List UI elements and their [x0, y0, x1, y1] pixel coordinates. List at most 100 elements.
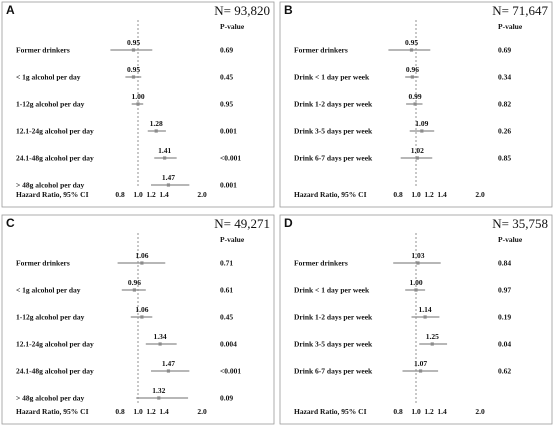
hr-value-label: 1.02: [411, 146, 424, 155]
x-tick-label: 1.2: [146, 407, 156, 416]
hr-value-label: 1.41: [158, 146, 171, 155]
hr-value-label: 1.34: [154, 332, 167, 341]
pvalue-value: 0.04: [498, 340, 511, 349]
forest-row: Former drinkers 1.03 0.84: [294, 251, 511, 268]
forest-panel-b: B N= 71,647 P-value Former drinkers 0.95 0.69…: [279, 1, 553, 208]
forest-row: Drink 3-5 days per week 1.25 0.04: [294, 332, 511, 349]
hr-marker: [131, 48, 136, 52]
pvalue-value: 0.34: [498, 73, 511, 82]
pvalue-header: P-value: [220, 22, 245, 31]
pvalue-value: 0.97: [498, 286, 511, 295]
hr-marker: [157, 396, 161, 400]
hr-value-label: 1.06: [135, 305, 148, 314]
forest-panel-d: D N= 35,758 P-value Former drinkers 1.03 0.84…: [279, 214, 553, 425]
x-tick-label: 0.8: [115, 190, 125, 199]
x-tick-label: 1.4: [159, 190, 169, 199]
pvalue-value: 0.19: [498, 313, 511, 322]
row-label: Former drinkers: [16, 46, 70, 55]
row-label: < 1g alcohol per day: [16, 286, 81, 295]
x-tick-label: 1.0: [133, 190, 143, 199]
row-label: 1-12g alcohol per day: [16, 100, 85, 109]
pvalue-value: 0.95: [220, 100, 233, 109]
row-label: > 48g alcohol per day: [16, 394, 85, 403]
hr-value-label: 0.96: [406, 65, 419, 74]
row-label: 24.1-48g alcohol per day: [16, 154, 94, 163]
forest-row: Drink 6-7 days per week 1.07 0.62: [294, 359, 511, 376]
row-label: 24.1-48g alcohol per day: [16, 367, 94, 376]
row-label: > 48g alcohol per day: [16, 181, 85, 190]
forest-row: 24.1-48g alcohol per day 1.47 <0.001: [16, 359, 241, 376]
hr-marker: [418, 369, 423, 373]
axis-title: Hazard Ratio, 95% CI: [16, 190, 89, 199]
hr-value-label: 1.07: [414, 359, 427, 368]
forest-row: > 48g alcohol per day 1.47 0.001: [16, 173, 237, 190]
pvalue-value: 0.85: [498, 154, 511, 163]
x-tick-label: 1.0: [133, 407, 143, 416]
forest-row: Former drinkers 0.95 0.69: [16, 38, 233, 55]
pvalue-value: 0.09: [220, 394, 233, 403]
row-label: 12.1-24g alcohol per day: [16, 340, 94, 349]
row-label: 1-12g alcohol per day: [16, 313, 85, 322]
pvalue-value: 0.001: [220, 127, 237, 136]
forest-row: < 1g alcohol per day 0.96 0.61: [16, 278, 233, 295]
hr-marker: [163, 156, 167, 160]
x-tick-label: 1.0: [411, 407, 421, 416]
pvalue-value: 0.26: [498, 127, 511, 136]
pvalue-header: P-value: [498, 235, 523, 244]
hr-value-label: 1.14: [419, 305, 432, 314]
pvalue-value: <0.001: [220, 367, 241, 376]
hr-value-label: 1.32: [152, 386, 165, 395]
pvalue-header: P-value: [220, 235, 245, 244]
hr-value-label: 1.25: [426, 332, 439, 341]
row-label: < 1g alcohol per day: [16, 73, 81, 82]
forest-row: Drink < 1 day per week 1.00 0.97: [294, 278, 511, 295]
pvalue-value: 0.61: [220, 286, 233, 295]
hr-value-label: 1.00: [409, 278, 422, 287]
forest-panel-c: C N= 49,271 P-value Former drinkers 1.06 0.71…: [1, 214, 275, 425]
sample-size-label: N= 71,647: [492, 3, 548, 18]
sample-size-label: N= 93,820: [214, 3, 270, 18]
pvalue-value: 0.004: [220, 340, 237, 349]
x-tick-label: 0.8: [393, 190, 403, 199]
axis-title: Hazard Ratio, 95% CI: [294, 407, 367, 416]
hr-value-label: 1.28: [150, 119, 163, 128]
hr-value-label: 1.47: [162, 173, 175, 182]
hr-value-label: 0.95: [405, 38, 418, 47]
hr-marker: [410, 75, 414, 79]
forest-row: < 1g alcohol per day 0.95 0.45: [16, 65, 233, 82]
hr-marker: [416, 261, 420, 265]
row-label: Drink 3-5 days per week: [294, 340, 373, 349]
forest-row: Drink 6-7 days per week 1.02 0.85: [294, 146, 511, 163]
panel-letter: D: [284, 216, 293, 230]
forest-row: 1-12g alcohol per day 1.06 0.45: [16, 305, 233, 322]
panel-letter: B: [284, 3, 293, 17]
hr-marker: [154, 129, 158, 133]
hr-value-label: 1.06: [135, 251, 148, 260]
pvalue-value: 0.001: [220, 181, 237, 190]
hr-marker: [409, 48, 414, 52]
pvalue-value: <0.001: [220, 154, 241, 163]
forest-row: Drink 1-2 days per week 0.99 0.82: [294, 92, 511, 109]
pvalue-header: P-value: [498, 22, 523, 31]
row-label: Drink 6-7 days per week: [294, 154, 373, 163]
hr-marker: [413, 102, 417, 106]
hr-marker: [131, 75, 136, 79]
hr-marker: [166, 183, 171, 187]
hr-value-label: 1.47: [162, 359, 175, 368]
forest-panel-a: A N= 93,820 P-value Former drinkers 0.95 0.69…: [1, 1, 275, 208]
pvalue-value: 0.69: [498, 46, 511, 55]
forest-row: Drink 3-5 days per week 1.09 0.26: [294, 119, 511, 136]
x-tick-label: 1.2: [146, 190, 156, 199]
hr-value-label: 1.00: [131, 92, 144, 101]
x-tick-label: 1.4: [437, 407, 447, 416]
hr-value-label: 0.99: [409, 92, 422, 101]
hr-value-label: 0.95: [127, 65, 140, 74]
x-tick-label: 2.0: [197, 407, 207, 416]
row-label: Drink < 1 day per week: [294, 286, 370, 295]
pvalue-value: 0.82: [498, 100, 511, 109]
forest-row: 1-12g alcohol per day 1.00 0.95: [16, 92, 233, 109]
forest-row: > 48g alcohol per day 1.32 0.09: [16, 386, 233, 403]
hr-marker: [414, 288, 418, 292]
pvalue-value: 0.62: [498, 367, 511, 376]
